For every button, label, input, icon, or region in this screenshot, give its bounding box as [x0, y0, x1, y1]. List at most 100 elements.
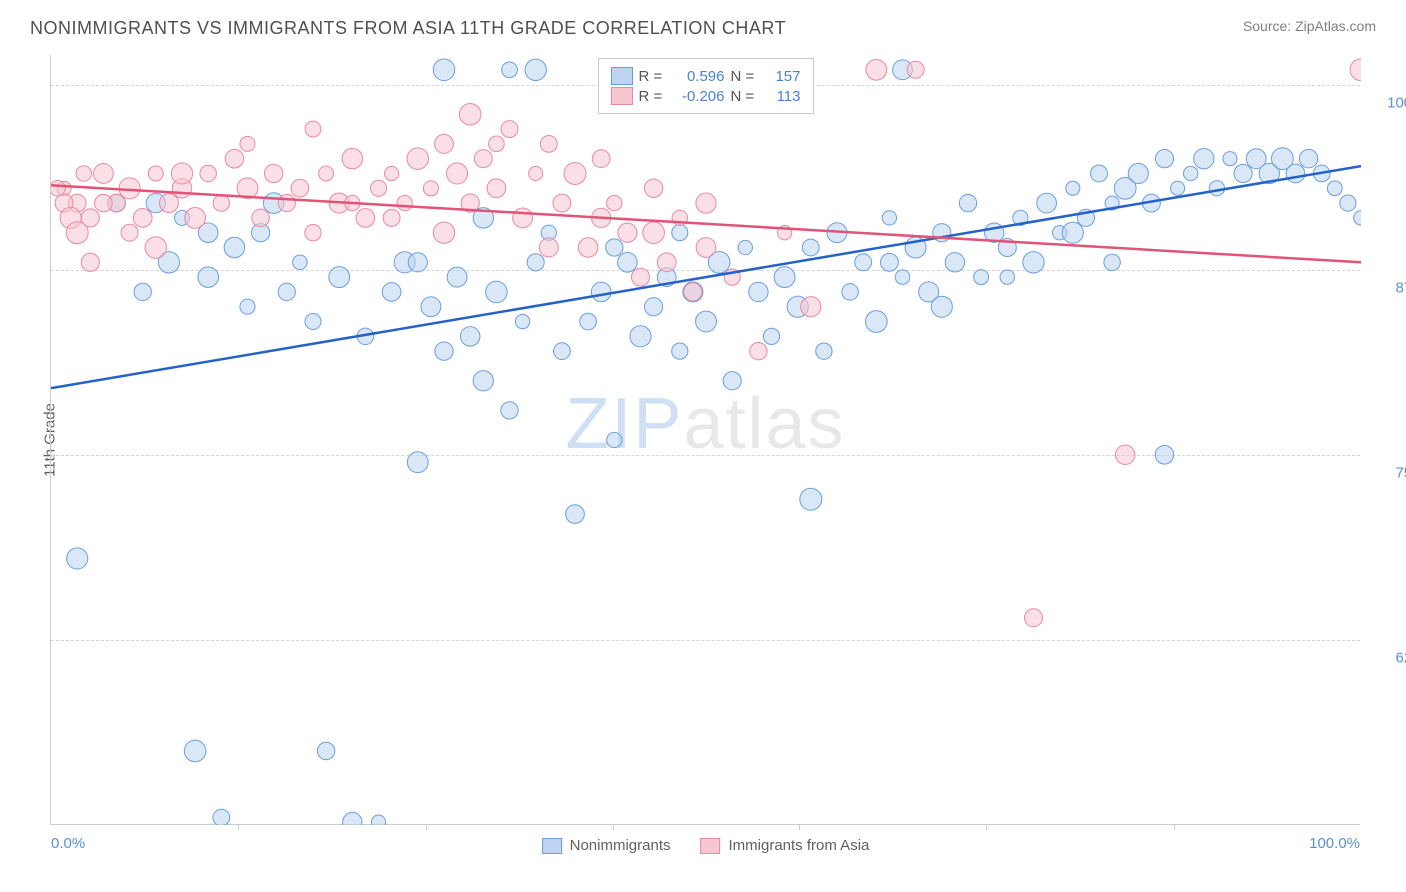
legend-swatch — [611, 87, 633, 105]
data-point — [631, 268, 649, 286]
data-point — [343, 812, 362, 825]
source-value: ZipAtlas.com — [1295, 18, 1376, 34]
data-point — [421, 297, 441, 317]
legend-series-label: Nonimmigrants — [570, 837, 671, 854]
data-point — [553, 194, 571, 212]
data-point — [527, 254, 544, 271]
correlation-legend: R =0.596N =157R =-0.206N =113 — [598, 58, 814, 114]
data-point — [66, 222, 88, 244]
data-point — [460, 327, 479, 346]
data-point — [133, 209, 152, 228]
data-point — [305, 121, 321, 137]
n-label: N = — [731, 88, 759, 105]
data-point — [356, 209, 375, 228]
data-point — [1340, 195, 1356, 211]
data-point — [305, 314, 321, 330]
data-point — [540, 135, 557, 152]
data-point — [607, 432, 622, 447]
data-point — [435, 134, 454, 153]
data-point — [880, 253, 898, 271]
data-point — [645, 298, 663, 316]
data-point — [240, 136, 255, 151]
data-point — [291, 179, 309, 197]
data-point — [564, 162, 586, 184]
data-point — [319, 166, 334, 181]
data-point — [370, 180, 386, 196]
data-point — [1194, 148, 1214, 168]
legend-swatch — [611, 67, 633, 85]
data-point — [895, 270, 910, 285]
data-point — [1354, 211, 1361, 226]
data-point — [473, 371, 493, 391]
data-point — [774, 267, 795, 288]
data-point — [566, 505, 585, 524]
data-point — [407, 452, 428, 473]
data-point — [800, 488, 822, 510]
data-point — [433, 222, 454, 243]
data-point — [474, 150, 492, 168]
data-point — [148, 166, 163, 181]
legend-series-label: Immigrants from Asia — [729, 837, 870, 854]
data-point — [529, 166, 543, 180]
data-point — [487, 179, 506, 198]
data-point — [1155, 150, 1173, 168]
legend-swatch — [701, 838, 721, 854]
data-point — [145, 237, 166, 258]
data-point — [630, 326, 651, 347]
data-point — [1299, 149, 1317, 167]
data-point — [317, 742, 334, 759]
data-point — [486, 281, 508, 303]
data-point — [1025, 609, 1043, 627]
source-credit: Source: ZipAtlas.com — [1243, 18, 1376, 34]
y-tick-label: 87.5% — [1368, 279, 1406, 296]
data-point — [305, 224, 321, 240]
data-point — [252, 209, 270, 227]
data-point — [459, 103, 481, 125]
data-point — [684, 283, 702, 301]
data-point — [515, 314, 529, 328]
data-point — [1155, 446, 1174, 465]
data-point — [959, 194, 976, 211]
data-point — [738, 240, 752, 254]
data-point — [423, 181, 438, 196]
data-point — [278, 194, 295, 211]
data-point — [672, 225, 688, 241]
data-point — [606, 239, 623, 256]
data-point — [408, 253, 427, 272]
data-point — [945, 253, 964, 272]
data-point — [502, 62, 518, 78]
data-point — [501, 121, 518, 138]
data-point — [618, 252, 638, 272]
data-point — [907, 61, 924, 78]
data-point — [200, 165, 216, 181]
data-point — [749, 282, 768, 301]
data-point — [1234, 164, 1252, 182]
legend-series-item: Nonimmigrants — [542, 837, 671, 854]
x-axis-min-label: 0.0% — [51, 835, 85, 852]
data-point — [931, 296, 952, 317]
data-point — [240, 299, 255, 314]
data-point — [1091, 165, 1108, 182]
data-point — [121, 224, 138, 241]
data-point — [750, 342, 767, 359]
data-point — [1104, 254, 1120, 270]
data-point — [513, 208, 533, 228]
data-point — [723, 372, 741, 390]
data-point — [801, 297, 821, 317]
data-point — [224, 237, 244, 257]
y-tick-label: 100.0% — [1368, 94, 1406, 111]
data-point — [293, 255, 307, 269]
series-legend: Nonimmigrants Immigrants from Asia — [542, 837, 870, 854]
legend-stat-row: R =-0.206N =113 — [611, 87, 801, 105]
data-point — [278, 283, 295, 300]
data-point — [1128, 163, 1148, 183]
legend-stat-row: R =0.596N =157 — [611, 67, 801, 85]
data-point — [213, 195, 229, 211]
data-point — [185, 207, 206, 228]
data-point — [81, 253, 99, 271]
r-label: R = — [639, 68, 667, 85]
data-point — [384, 166, 398, 180]
data-point — [342, 148, 362, 168]
r-value: 0.596 — [673, 68, 725, 85]
data-point — [501, 402, 518, 419]
